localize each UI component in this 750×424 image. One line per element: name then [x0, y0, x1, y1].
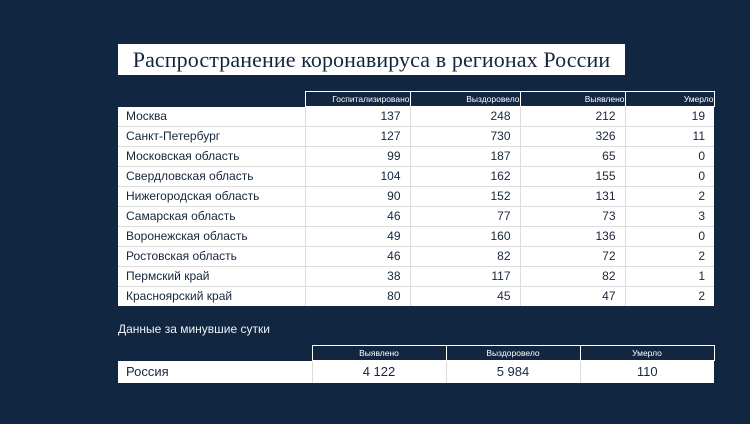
regions-cell-recovered: 117 [410, 266, 521, 287]
regions-cell-detected: 212 [520, 106, 626, 127]
daily-table-header-row: Выявлено Выздоровело Умерло [118, 345, 715, 361]
regions-header-detected: Выявлено [519, 91, 626, 107]
regions-cell-hospitalized: 38 [305, 266, 411, 287]
regions-cell-detected: 73 [520, 206, 626, 227]
daily-header-died: Умерло [579, 345, 715, 361]
daily-header-recovered: Выздоровело [445, 345, 581, 361]
table-row: Пермский край 38 117 82 1 [118, 266, 714, 287]
regions-cell-died: 2 [625, 186, 714, 207]
regions-cell-recovered: 187 [410, 146, 521, 167]
regions-cell-recovered: 45 [410, 286, 521, 306]
table-row: Самарская область 46 77 73 3 [118, 206, 714, 227]
regions-cell-detected: 82 [520, 266, 626, 287]
regions-cell-hospitalized: 90 [305, 186, 411, 207]
regions-cell-hospitalized: 46 [305, 206, 411, 227]
regions-cell-died: 11 [625, 126, 714, 147]
regions-cell-hospitalized: 49 [305, 226, 411, 247]
daily-table: Выявлено Выздоровело Умерло Россия 4 122 5 9… [118, 345, 715, 383]
regions-cell-hospitalized: 99 [305, 146, 411, 167]
regions-cell-detected: 65 [520, 146, 626, 167]
daily-section-label: Данные за минувшие сутки [118, 322, 270, 336]
regions-cell-region: Ростовская область [118, 246, 306, 267]
regions-cell-detected: 131 [520, 186, 626, 207]
regions-cell-hospitalized: 137 [305, 106, 411, 127]
daily-cell-died: 110 [580, 360, 714, 383]
regions-cell-died: 2 [625, 286, 714, 306]
table-row: Воронежская область 49 160 136 0 [118, 226, 714, 247]
regions-cell-died: 0 [625, 146, 714, 167]
daily-header-detected: Выявлено [311, 345, 447, 361]
table-row: Красноярский край 80 45 47 2 [118, 286, 714, 306]
regions-cell-region: Москва [118, 106, 306, 127]
page-title: Распространение коронавируса в регионах … [132, 46, 611, 72]
table-row: Нижегородская область 90 152 131 2 [118, 186, 714, 207]
regions-cell-hospitalized: 80 [305, 286, 411, 306]
regions-header-recovered: Выздоровело [409, 91, 521, 107]
regions-cell-detected: 155 [520, 166, 626, 187]
regions-header-blank [118, 91, 305, 107]
regions-cell-died: 19 [625, 106, 714, 127]
daily-cell-recovered: 5 984 [446, 360, 581, 383]
regions-cell-region: Самарская область [118, 206, 306, 227]
regions-cell-hospitalized: 127 [305, 126, 411, 147]
table-row: Московская область 99 187 65 0 [118, 146, 714, 167]
regions-cell-detected: 47 [520, 286, 626, 306]
regions-cell-region: Воронежская область [118, 226, 306, 247]
regions-table-header-row: Госпитализировано Выздоровело Выявлено Умер… [118, 91, 715, 107]
regions-cell-region: Свердловская область [118, 166, 306, 187]
regions-cell-hospitalized: 104 [305, 166, 411, 187]
regions-cell-region: Пермский край [118, 266, 306, 287]
regions-cell-recovered: 152 [410, 186, 521, 207]
regions-cell-region: Санкт-Петербург [118, 126, 306, 147]
table-row: Ростовская область 46 82 72 2 [118, 246, 714, 267]
regions-cell-died: 2 [625, 246, 714, 267]
regions-cell-detected: 72 [520, 246, 626, 267]
regions-cell-recovered: 77 [410, 206, 521, 227]
regions-cell-region: Московская область [118, 146, 306, 167]
table-row: Россия 4 122 5 984 110 [118, 360, 714, 383]
slide-title-box: Распространение коронавируса в регионах … [118, 44, 625, 75]
daily-header-blank [118, 345, 312, 361]
regions-header-died: Умерло [624, 91, 715, 107]
regions-header-hospitalized: Госпитализировано [304, 91, 411, 107]
regions-cell-died: 3 [625, 206, 714, 227]
regions-cell-died: 0 [625, 166, 714, 187]
regions-cell-died: 0 [625, 226, 714, 247]
regions-cell-region: Красноярский край [118, 286, 306, 306]
regions-cell-recovered: 162 [410, 166, 521, 187]
regions-cell-recovered: 82 [410, 246, 521, 267]
regions-cell-recovered: 160 [410, 226, 521, 247]
regions-cell-recovered: 730 [410, 126, 521, 147]
table-row: Москва 137 248 212 19 [118, 106, 714, 127]
table-row: Санкт-Петербург 127 730 326 11 [118, 126, 714, 147]
daily-cell-detected: 4 122 [312, 360, 447, 383]
daily-cell-country: Россия [118, 360, 313, 383]
regions-cell-recovered: 248 [410, 106, 521, 127]
regions-cell-hospitalized: 46 [305, 246, 411, 267]
regions-cell-detected: 136 [520, 226, 626, 247]
regions-cell-region: Нижегородская область [118, 186, 306, 207]
table-row: Свердловская область 104 162 155 0 [118, 166, 714, 187]
regions-cell-died: 1 [625, 266, 714, 287]
regions-table: Госпитализировано Выздоровело Выявлено Умер… [118, 91, 715, 306]
regions-cell-detected: 326 [520, 126, 626, 147]
